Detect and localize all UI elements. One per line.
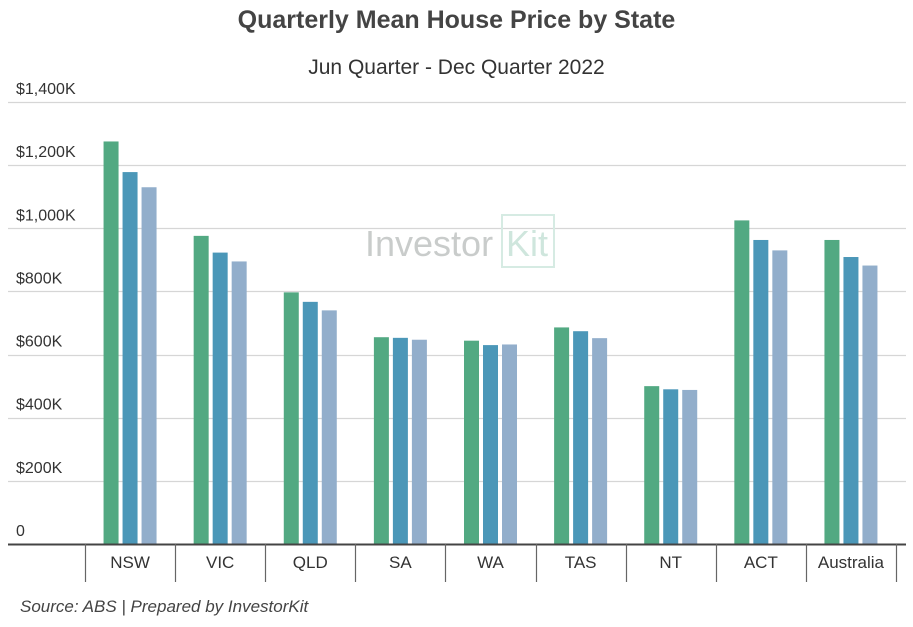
bar-wa-s2 xyxy=(483,345,498,544)
x-axis: NSW VIC QLD SA WA TAS NT ACT Australia xyxy=(8,543,906,582)
bars-group xyxy=(103,141,878,545)
y-tick-label: $1,400K xyxy=(16,81,76,98)
bar-qld-s3 xyxy=(321,310,337,544)
x-tick-label: WA xyxy=(477,553,504,572)
bar-nt-s3 xyxy=(682,389,698,544)
watermark-box xyxy=(501,214,555,268)
bar-act-s3 xyxy=(772,250,788,544)
watermark-kit-text: Kit xyxy=(506,223,548,264)
y-tick-label: $1,000K xyxy=(16,207,76,224)
bar-australia-s3 xyxy=(862,265,878,544)
bar-vic-s1 xyxy=(193,235,209,544)
bar-nsw-s3 xyxy=(141,187,157,544)
bar-nsw-s1 xyxy=(103,141,119,544)
watermark-investor-text: Investor xyxy=(365,223,493,264)
x-tick-label: ACT xyxy=(744,553,778,572)
bar-australia-s1 xyxy=(824,239,840,544)
bar-vic-s2 xyxy=(212,252,228,545)
chart-title: Quarterly Mean House Price by State xyxy=(237,6,676,34)
bar-nsw-s2 xyxy=(122,172,138,545)
bar-act-s2 xyxy=(753,239,769,544)
y-tick-label: $200K xyxy=(16,460,63,477)
y-tick-label: $600K xyxy=(16,334,63,351)
bar-act-s1 xyxy=(734,220,750,544)
bar-nt-s1 xyxy=(644,386,660,544)
bar-wa-s1 xyxy=(464,340,479,544)
bar-qld-s1 xyxy=(283,292,299,544)
x-tick-label: NSW xyxy=(110,553,150,572)
bar-qld-s2 xyxy=(302,301,318,544)
bar-wa-s3 xyxy=(502,344,517,544)
investorkit-watermark: Investor Kit xyxy=(365,214,555,268)
x-tick-label: SA xyxy=(389,553,412,572)
y-tick-label: $1,200K xyxy=(16,144,76,161)
x-tick-label: Australia xyxy=(818,553,885,572)
bar-tas-s1 xyxy=(554,327,570,544)
bar-nt-s2 xyxy=(663,389,679,544)
x-tick-label: NT xyxy=(659,553,682,572)
bar-vic-s3 xyxy=(231,261,247,544)
bar-sa-s2 xyxy=(392,337,408,544)
bar-tas-s2 xyxy=(573,331,589,544)
x-tick-label: TAS xyxy=(565,553,597,572)
y-tick-label: $400K xyxy=(16,397,63,414)
x-tick-label: QLD xyxy=(293,553,328,572)
y-tick-label: $800K xyxy=(16,270,63,287)
y-axis-labels: 0 $200K $400K $600K $800K $1,000K $1,200K $1,40… xyxy=(16,81,76,540)
bar-sa-s1 xyxy=(373,337,389,544)
bar-australia-s2 xyxy=(843,257,859,544)
y-tick-label: 0 xyxy=(16,523,25,540)
bar-sa-s3 xyxy=(411,339,427,544)
bar-tas-s3 xyxy=(592,338,608,544)
x-tick-label: VIC xyxy=(206,553,234,572)
chart-subtitle: Jun Quarter - Dec Quarter 2022 xyxy=(308,56,605,79)
source-note: Source: ABS | Prepared by InvestorKit xyxy=(20,597,309,616)
